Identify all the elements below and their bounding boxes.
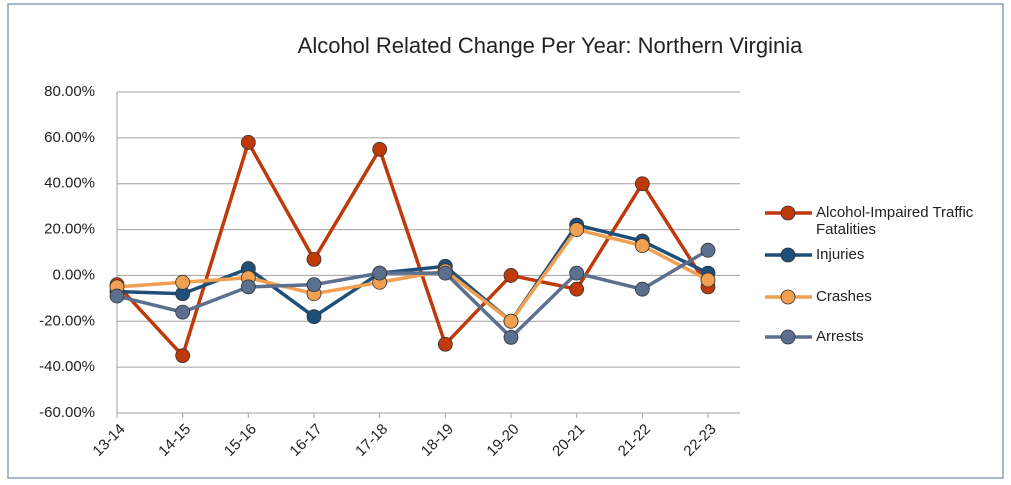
point (700, 242, 716, 258)
y-tick-label: 80.00% (44, 83, 95, 100)
point (634, 281, 650, 297)
y-tick-label: 20.00% (44, 221, 95, 238)
point (240, 135, 256, 150)
point (634, 238, 650, 254)
legend-label: Injuries (816, 246, 865, 263)
point (569, 222, 585, 237)
point (503, 268, 519, 283)
y-tick-label: -60.00% (39, 404, 95, 421)
legend-label: Crashes (816, 288, 872, 305)
y-tick-label: 40.00% (44, 175, 95, 192)
point (109, 288, 125, 304)
legend-marker (780, 205, 796, 221)
point (306, 251, 322, 267)
legend-label: Arrests (816, 328, 864, 345)
point (175, 348, 191, 364)
y-tick-label: 0.00% (52, 266, 95, 283)
series-line (116, 248, 709, 340)
point (569, 281, 585, 297)
point (175, 304, 191, 320)
legend-marker (780, 329, 796, 345)
point (437, 336, 453, 352)
legend-marker (780, 247, 796, 263)
point (503, 313, 519, 329)
legend-label: Alcohol-Impaired Traffic Fatalities (816, 204, 974, 238)
legend-marker (780, 289, 796, 305)
series-line (116, 227, 709, 324)
chart-frame (7, 3, 1004, 479)
y-tick-label: 60.00% (44, 129, 95, 146)
point (634, 176, 650, 192)
point (175, 274, 191, 290)
point (306, 309, 322, 325)
point (437, 265, 453, 281)
y-tick-label: -20.00% (39, 312, 95, 329)
point (700, 272, 716, 288)
point (372, 265, 388, 281)
y-tick-label: -40.00% (39, 358, 95, 375)
point (569, 265, 585, 281)
chart-title: Alcohol Related Change Per Year: Norther… (298, 33, 803, 58)
point (306, 277, 322, 293)
point (240, 279, 256, 295)
point (372, 141, 388, 157)
point (503, 329, 519, 345)
